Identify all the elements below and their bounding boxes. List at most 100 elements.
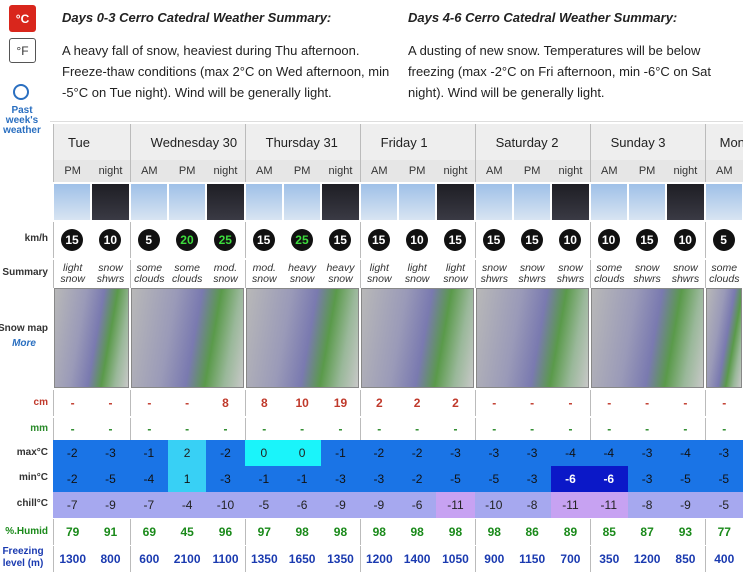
rain-cell: - xyxy=(244,418,283,440)
max-cell: -3 xyxy=(627,440,667,466)
snow-map[interactable] xyxy=(360,288,474,388)
snow-cell: 2 xyxy=(452,396,459,410)
snow-map[interactable] xyxy=(245,288,359,388)
max-cell: -3 xyxy=(512,440,552,466)
freezing-cell: 400 xyxy=(704,546,743,572)
day-header: Sunday 3 xyxy=(589,124,705,160)
min-cell: -1 xyxy=(282,466,322,492)
rain-cell: - xyxy=(53,418,91,440)
snow-cell: 2 xyxy=(413,396,421,410)
wind-speed: 5 xyxy=(712,229,735,251)
summary-cell: light snow xyxy=(53,260,91,288)
day-header: Thursday 31 xyxy=(244,124,360,160)
snow-cell: 8 xyxy=(244,390,283,416)
freezing-cell: 1400 xyxy=(403,552,431,566)
day-header: Friday 1 xyxy=(359,124,475,160)
snow-cell: - xyxy=(568,396,573,410)
rain-cell: - xyxy=(683,422,688,436)
period-label: AM xyxy=(704,160,743,182)
snow-cell: 8 xyxy=(222,396,229,410)
humidity-cell: 77 xyxy=(704,519,743,545)
summary-cell: some clouds xyxy=(589,260,628,288)
chill-cell: -9 xyxy=(359,492,398,518)
rain-cell: - xyxy=(108,422,113,436)
min-cell: -3 xyxy=(321,466,360,492)
humidity-cell: 86 xyxy=(525,525,539,539)
snow-map[interactable] xyxy=(590,288,704,388)
max-cell: -4 xyxy=(589,440,628,466)
snow-map[interactable] xyxy=(705,288,742,388)
freezing-cell: 900 xyxy=(474,546,513,572)
min-cell: -5 xyxy=(91,466,130,492)
day-header: Mon xyxy=(704,124,743,160)
wind-speed: 15 xyxy=(520,229,543,251)
snow-cell: 2 xyxy=(359,390,398,416)
rain-cell: - xyxy=(300,422,305,436)
summary-panel xyxy=(50,0,743,122)
min-cell: -5 xyxy=(436,466,475,492)
freezing-cell: 1200 xyxy=(359,546,398,572)
weather-icon xyxy=(168,184,206,220)
snow-cell: - xyxy=(589,390,628,416)
min-cell: -6 xyxy=(551,466,590,492)
snow-map[interactable] xyxy=(475,288,589,388)
rain-cell: - xyxy=(645,422,650,436)
wind-speed: 15 xyxy=(252,229,275,251)
max-cell: -3 xyxy=(704,440,743,466)
chill-cell: -9 xyxy=(321,492,360,518)
weather-icon xyxy=(437,184,474,220)
weather-icon xyxy=(283,184,321,220)
snow-cell: - xyxy=(704,390,743,416)
freezing-cell: 1350 xyxy=(327,552,354,566)
min-cell: -3 xyxy=(627,466,667,492)
row-label: cm xyxy=(33,397,48,408)
chill-cell: -11 xyxy=(589,492,628,518)
celsius-button[interactable]: °C xyxy=(9,5,36,32)
chill-cell: -6 xyxy=(282,492,322,518)
humidity-cell: 98 xyxy=(359,519,398,545)
freezing-cell: 1050 xyxy=(442,552,469,566)
freezing-cell: 800 xyxy=(100,552,121,566)
humidity-cell: 96 xyxy=(218,525,233,539)
snow-cell: - xyxy=(108,396,113,410)
chill-cell: -6 xyxy=(397,492,437,518)
fahrenheit-button[interactable]: °F xyxy=(9,38,36,63)
humidity-cell: 85 xyxy=(589,519,628,545)
min-cell: -2 xyxy=(397,466,437,492)
snow-map[interactable] xyxy=(54,288,129,388)
snow-cell: - xyxy=(185,396,190,410)
summary-cell: light snow xyxy=(443,262,468,285)
snow-cell: - xyxy=(683,396,688,410)
chill-cell: -5 xyxy=(704,492,743,518)
summary-cell: some clouds xyxy=(704,260,743,288)
wind-speed: 15 xyxy=(482,229,505,251)
row-label: min°C xyxy=(19,472,48,483)
chill-cell: -8 xyxy=(627,492,667,518)
humidity-cell: 98 xyxy=(333,525,348,539)
summary-cell: light snow xyxy=(404,262,430,285)
rain-cell: - xyxy=(530,422,535,436)
min-cell: -3 xyxy=(359,466,398,492)
snow-map[interactable] xyxy=(130,288,244,388)
freezing-cell: 1100 xyxy=(212,552,239,566)
summary-cell: snow shwrs xyxy=(474,260,513,288)
rain-cell: - xyxy=(338,422,343,436)
period-label: AM xyxy=(589,160,628,182)
period-label: night xyxy=(436,160,475,182)
max-cell: -2 xyxy=(359,440,398,466)
period-label: night xyxy=(321,160,360,182)
max-cell: -2 xyxy=(53,440,92,466)
period-label: PM xyxy=(627,160,667,182)
more-link[interactable]: More xyxy=(12,338,36,349)
snow-cell: - xyxy=(530,396,535,410)
chill-cell: -7 xyxy=(129,492,168,518)
period-label: PM xyxy=(53,160,92,182)
chill-cell: -4 xyxy=(167,492,207,518)
period-label: night xyxy=(91,160,130,182)
past-weather-link[interactable]: Past week's weather xyxy=(3,105,41,136)
snow-cell: 10 xyxy=(295,396,309,410)
freezing-cell: 2100 xyxy=(173,552,201,566)
summary-cell: snow shwrs xyxy=(633,262,661,285)
period-label: AM xyxy=(474,160,513,182)
